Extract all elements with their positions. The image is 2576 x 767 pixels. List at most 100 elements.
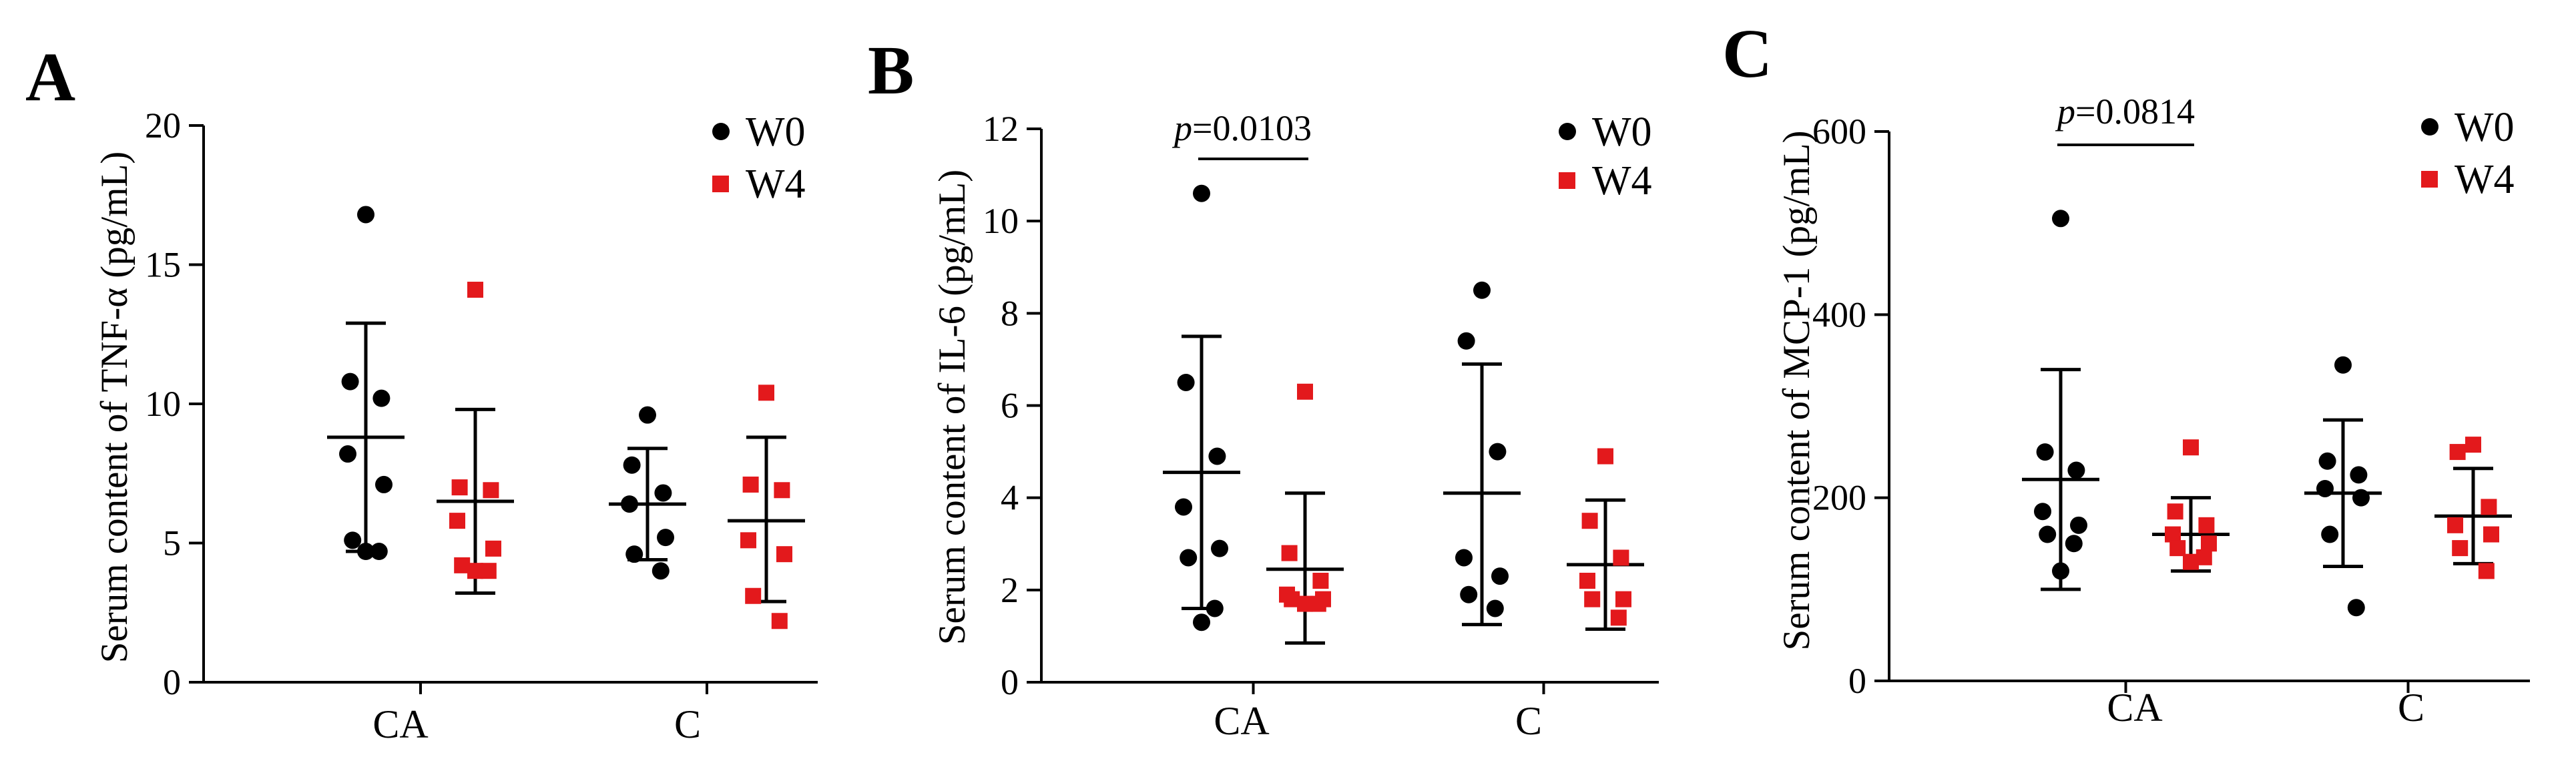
- point-ca-w4-b-0: [1297, 383, 1313, 400]
- point-c-w4-b-4: [1615, 591, 1631, 607]
- p-symbol-c: p: [2055, 91, 2075, 132]
- point-c-w0-c-5: [2321, 525, 2339, 543]
- x-category-label-ca-c: CA: [2107, 686, 2162, 730]
- point-ca-w4-b-1: [1281, 545, 1298, 561]
- point-c-w4-b-0: [1597, 448, 1613, 465]
- y-tick-label-a-1: 5: [163, 523, 181, 563]
- x-category-label-c-b: C: [1515, 699, 1542, 743]
- point-c-w4-b-5: [1584, 591, 1601, 607]
- point-ca-w4-a-2: [483, 482, 499, 499]
- p-value-annotation-b: p=0.0103: [1172, 108, 1312, 160]
- legend-marker-w0-a: [712, 123, 730, 140]
- point-ca-w0-b-7: [1193, 613, 1210, 631]
- y-tick-label-b-6: 12: [983, 109, 1019, 149]
- point-c-w0-c-4: [2352, 489, 2370, 507]
- point-c-w0-b-6: [1486, 599, 1504, 617]
- point-c-w4-b-6: [1610, 609, 1627, 626]
- point-c-w0-b-1: [1457, 332, 1475, 350]
- point-c-w0-c-0: [2334, 356, 2352, 374]
- y-tick-label-b-5: 10: [983, 201, 1019, 241]
- y-tick-label-a-2: 10: [145, 384, 181, 424]
- point-ca-w0-a-6: [370, 543, 388, 561]
- legend-label-w0-c: W0: [2455, 105, 2515, 150]
- y-tick-label-b-4: 8: [1001, 293, 1019, 333]
- panel-letter-b: B: [868, 32, 914, 109]
- panel-b: B Serum content of IL-6 (pg/mL) 0 2 4 6 8 10 1…: [868, 32, 1659, 743]
- point-ca-w0-c-5: [2039, 525, 2057, 543]
- point-ca-w4-a-3: [449, 513, 465, 529]
- point-c-w0-a-3: [621, 495, 638, 513]
- point-c-w4-a-6: [771, 613, 788, 629]
- point-ca-w0-c-2: [2067, 461, 2085, 479]
- point-ca-w0-b-2: [1208, 447, 1226, 465]
- point-c-w0-b-3: [1455, 549, 1473, 567]
- point-ca-w4-a-7: [467, 563, 483, 579]
- y-tick-label-b-1: 2: [1001, 570, 1019, 610]
- p-value-annotation-c: p=0.0814: [2055, 91, 2195, 146]
- point-c-w4-c-5: [2452, 540, 2469, 557]
- point-c-w4-a-3: [740, 532, 756, 549]
- point-c-w4-a-1: [742, 476, 759, 493]
- point-c-w4-a-5: [745, 587, 762, 604]
- point-c-w4-a-4: [776, 546, 792, 563]
- legend-label-w0-b: W0: [1592, 109, 1652, 155]
- point-ca-w0-c-1: [2036, 443, 2054, 461]
- point-ca-w0-a-3: [339, 445, 356, 463]
- point-ca-w0-c-0: [2052, 210, 2069, 228]
- legend-marker-w4-a: [712, 176, 729, 192]
- point-ca-w4-a-1: [451, 479, 468, 496]
- point-c-w0-c-1: [2318, 452, 2336, 470]
- point-ca-w4-c-7: [2183, 553, 2199, 570]
- legend-a: W0 W4: [712, 109, 806, 207]
- y-ticks-a: 0 5 10 15 20: [145, 105, 204, 702]
- point-c-w4-b-3: [1579, 573, 1595, 589]
- point-c-w4-c-1: [2449, 444, 2466, 461]
- point-ca-w4-c-0: [2183, 439, 2199, 456]
- y-tick-label-b-0: 0: [1001, 662, 1019, 702]
- point-ca-w0-c-7: [2052, 562, 2069, 580]
- data-marks-b: [1163, 184, 1644, 645]
- y-tick-label-c-1: 200: [1812, 478, 1866, 518]
- point-ca-w4-c-4: [2201, 535, 2217, 552]
- y-tick-label-c-3: 600: [1812, 111, 1866, 152]
- point-c-w4-b-1: [1581, 513, 1598, 529]
- point-ca-w4-a-0: [467, 282, 483, 298]
- y-axis-label-a: Serum content of TNF-α (pg/mL): [93, 152, 136, 664]
- y-tick-label-c-2: 400: [1812, 294, 1866, 334]
- panel-c: C Serum content of MCP-1 (pg/mL) 0 200 400…: [1722, 15, 2530, 730]
- legend-label-w4-a: W4: [746, 162, 806, 207]
- point-c-w0-b-4: [1491, 567, 1509, 585]
- point-ca-w0-a-4: [375, 475, 393, 493]
- legend-b: W0 W4: [1559, 109, 1652, 204]
- point-ca-w4-b-2: [1312, 573, 1329, 589]
- panel-letter-c: C: [1722, 15, 1772, 92]
- point-ca-w0-a-1: [341, 372, 359, 391]
- legend-label-w4-b: W4: [1592, 158, 1652, 204]
- point-c-w4-c-4: [2483, 526, 2499, 543]
- point-ca-w0-a-2: [372, 389, 391, 407]
- point-c-w0-c-3: [2316, 479, 2334, 497]
- point-ca-w0-a-0: [357, 206, 374, 224]
- legend-label-w4-c: W4: [2455, 157, 2515, 202]
- y-tick-label-a-0: 0: [163, 662, 181, 702]
- point-c-w0-a-2: [654, 484, 672, 502]
- point-ca-w4-b-7: [1297, 595, 1313, 612]
- data-marks-c: [2022, 210, 2512, 617]
- point-ca-w0-b-1: [1177, 373, 1195, 391]
- point-ca-w0-a-7: [357, 543, 374, 561]
- point-ca-w0-b-5: [1180, 549, 1198, 567]
- point-c-w0-a-0: [639, 406, 656, 424]
- point-c-w4-a-0: [758, 385, 774, 401]
- x-category-label-c-a: C: [674, 702, 701, 746]
- point-ca-w4-c-1: [2167, 503, 2183, 520]
- p-value-text-c: p=0.0814: [2055, 91, 2195, 132]
- p-symbol-b: p: [1172, 108, 1192, 148]
- point-c-w0-b-5: [1460, 585, 1478, 603]
- y-tick-label-b-2: 4: [1001, 478, 1019, 518]
- point-c-w4-c-6: [2478, 563, 2495, 579]
- legend-label-w0-a: W0: [746, 109, 806, 155]
- point-ca-w4-c-2: [2198, 517, 2215, 533]
- y-axis-label-b: Serum content of IL-6 (pg/mL): [931, 170, 973, 645]
- point-c-w0-a-1: [623, 456, 641, 474]
